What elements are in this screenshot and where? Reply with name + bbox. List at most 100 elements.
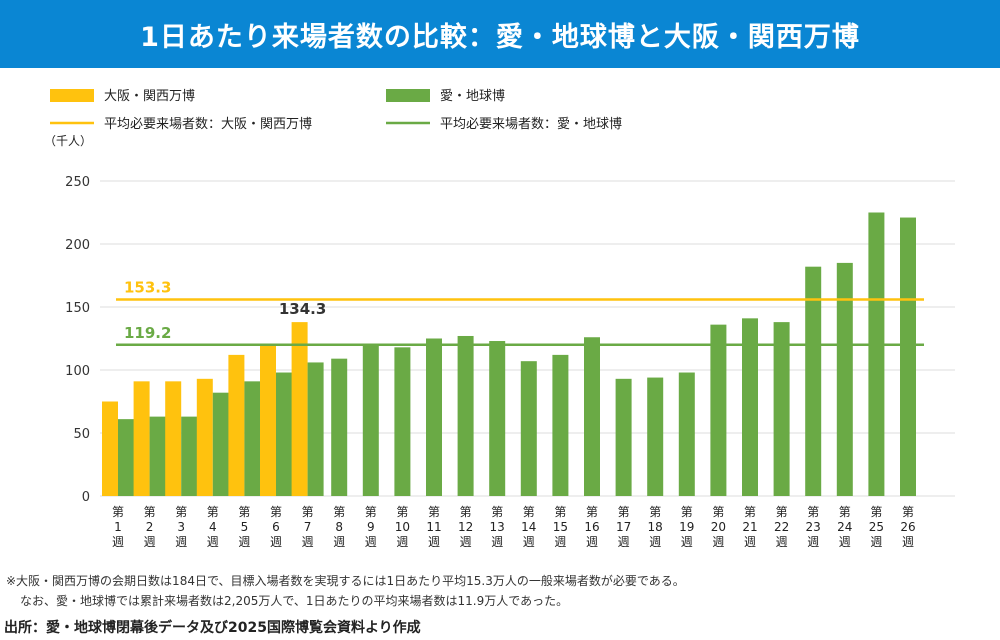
bar-aichi bbox=[584, 337, 600, 496]
x-tick-label-part: 8 bbox=[335, 520, 343, 534]
source-note: 出所：愛・地球博閉幕後データ及び2025国際博覧会資料より作成 bbox=[4, 620, 421, 636]
x-tick-label-part: 第 bbox=[681, 505, 693, 519]
average-lines: 153.3 119.2 bbox=[116, 278, 924, 347]
chart-title: 1日あたり来場者数の比較：愛・地球博と大阪・関西万博 bbox=[140, 21, 860, 53]
bar-aichi bbox=[615, 378, 632, 496]
x-tick-label-part: 第 bbox=[870, 505, 882, 519]
x-tick-label-part: 週 bbox=[333, 535, 345, 549]
bar-aichi bbox=[394, 347, 411, 496]
bar-osaka bbox=[102, 401, 118, 496]
x-tick-label-part: 第 bbox=[491, 505, 503, 519]
x-tick-label-part: 第 bbox=[112, 505, 124, 519]
x-tick-label-part: 第 bbox=[207, 505, 219, 519]
x-tick-label-part: 週 bbox=[112, 535, 124, 549]
legend-label-aichi: 愛・地球博 bbox=[440, 89, 505, 104]
bar-aichi bbox=[836, 262, 853, 496]
bar-aichi bbox=[900, 217, 916, 497]
y-tick-label: 0 bbox=[82, 490, 90, 505]
bar-osaka bbox=[196, 378, 213, 496]
footnote-line-2: なお、愛・地球博では累計来場者数は2,205万人で、1日あたりの平均来場者数は1… bbox=[20, 594, 569, 608]
x-tick-label-part: 9 bbox=[367, 520, 375, 534]
y-unit-label: （千人） bbox=[44, 134, 92, 148]
annotations: 134.3 bbox=[279, 300, 326, 318]
x-tick-label-part: 第 bbox=[144, 505, 156, 519]
x-tick-label: 第 19 週 bbox=[679, 505, 694, 549]
bar-osaka bbox=[133, 381, 150, 496]
x-tick-label-part: 週 bbox=[744, 535, 756, 549]
bar-aichi bbox=[678, 372, 695, 496]
x-tick-label-part: 10 bbox=[395, 520, 410, 534]
legend: 大阪・関西万博 愛・地球博 平均必要来場者数：大阪・関西万博 平均必要来場者数：… bbox=[50, 89, 622, 132]
average-label-aichi: 119.2 bbox=[124, 324, 171, 342]
x-tick-label-part: 20 bbox=[711, 520, 726, 534]
x-tick-label-part: 週 bbox=[523, 535, 535, 549]
x-tick-label-part: 24 bbox=[837, 520, 852, 534]
y-tick-label: 50 bbox=[73, 427, 90, 442]
y-axis-ticks: 0 50 100 150 200 250 bbox=[65, 175, 90, 505]
bar-aichi bbox=[362, 344, 379, 496]
bar-aichi bbox=[118, 419, 134, 496]
bar-aichi bbox=[276, 372, 292, 496]
x-tick-label-part: 13 bbox=[490, 520, 505, 534]
x-tick-label: 第 22 週 bbox=[774, 505, 789, 549]
x-tick-label: 第 25 週 bbox=[869, 505, 884, 549]
x-tick-label-part: 第 bbox=[744, 505, 756, 519]
bar-aichi bbox=[552, 354, 569, 496]
x-tick-label-part: 第 bbox=[175, 505, 187, 519]
x-tick-label: 第 13 週 bbox=[490, 505, 505, 549]
x-tick-label: 第 17 週 bbox=[616, 505, 631, 549]
x-tick-label-part: 15 bbox=[553, 520, 568, 534]
x-tick-label-part: 第 bbox=[554, 505, 566, 519]
x-tick-label-part: 22 bbox=[774, 520, 789, 534]
x-tick-label: 第 16 週 bbox=[584, 505, 599, 549]
x-tick-label-part: 週 bbox=[175, 535, 187, 549]
bar-osaka bbox=[165, 381, 182, 496]
x-tick-label-part: 第 bbox=[270, 505, 282, 519]
bar-aichi bbox=[244, 381, 261, 496]
x-tick-label-part: 週 bbox=[902, 535, 914, 549]
bar-aichi bbox=[868, 212, 885, 496]
x-tick-label-part: 7 bbox=[304, 520, 312, 534]
x-tick-label-part: 第 bbox=[238, 505, 250, 519]
x-tick-label-part: 2 bbox=[146, 520, 154, 534]
x-tick-label-part: 週 bbox=[302, 535, 314, 549]
x-tick-label-part: 週 bbox=[365, 535, 377, 549]
x-tick-label-part: 12 bbox=[458, 520, 473, 534]
chart-header: 1日あたり来場者数の比較：愛・地球博と大阪・関西万博 bbox=[0, 0, 1000, 68]
y-tick-label: 250 bbox=[65, 175, 90, 190]
x-tick-label-part: 週 bbox=[428, 535, 440, 549]
footnote-line-1: ※大阪・関西万博の会期日数は184日で、目標入場者数を実現するには1日あたり平均… bbox=[6, 574, 685, 588]
x-tick-label: 第 26 週 bbox=[900, 505, 915, 549]
x-tick-label-part: 6 bbox=[272, 520, 280, 534]
x-tick-label-part: 第 bbox=[523, 505, 535, 519]
x-tick-label-part: 第 bbox=[807, 505, 819, 519]
x-tick-label-part: 第 bbox=[649, 505, 661, 519]
bar-aichi bbox=[426, 338, 442, 496]
y-tick-label: 150 bbox=[65, 301, 90, 316]
bar-aichi bbox=[773, 322, 790, 496]
x-tick-label-part: 週 bbox=[491, 535, 503, 549]
x-tick-label-part: 第 bbox=[618, 505, 630, 519]
x-tick-label: 第 24 週 bbox=[837, 505, 852, 549]
x-tick-label-part: 第 bbox=[333, 505, 345, 519]
x-tick-label-part: 週 bbox=[807, 535, 819, 549]
x-tick-label-part: 第 bbox=[839, 505, 851, 519]
legend-label-aichi-avg: 平均必要来場者数：愛・地球博 bbox=[440, 117, 622, 132]
x-tick-label-part: 17 bbox=[616, 520, 631, 534]
x-tick-label-part: 16 bbox=[584, 520, 599, 534]
x-tick-label-part: 第 bbox=[396, 505, 408, 519]
x-axis-labels: 第 1 週第 2 週第 3 週第 4 週第 5 週第 6 週第 7 週第 8 週第 9 週第 10 週第 11 週第 12 週第… bbox=[112, 505, 916, 549]
bar-aichi bbox=[307, 362, 324, 496]
bar-osaka bbox=[291, 322, 308, 496]
x-tick-label-part: 第 bbox=[902, 505, 914, 519]
x-tick-label-part: 週 bbox=[238, 535, 250, 549]
x-tick-label-part: 週 bbox=[776, 535, 788, 549]
x-tick-label: 第 18 週 bbox=[648, 505, 663, 549]
bar-aichi bbox=[331, 358, 348, 496]
x-tick-label-part: 週 bbox=[712, 535, 724, 549]
